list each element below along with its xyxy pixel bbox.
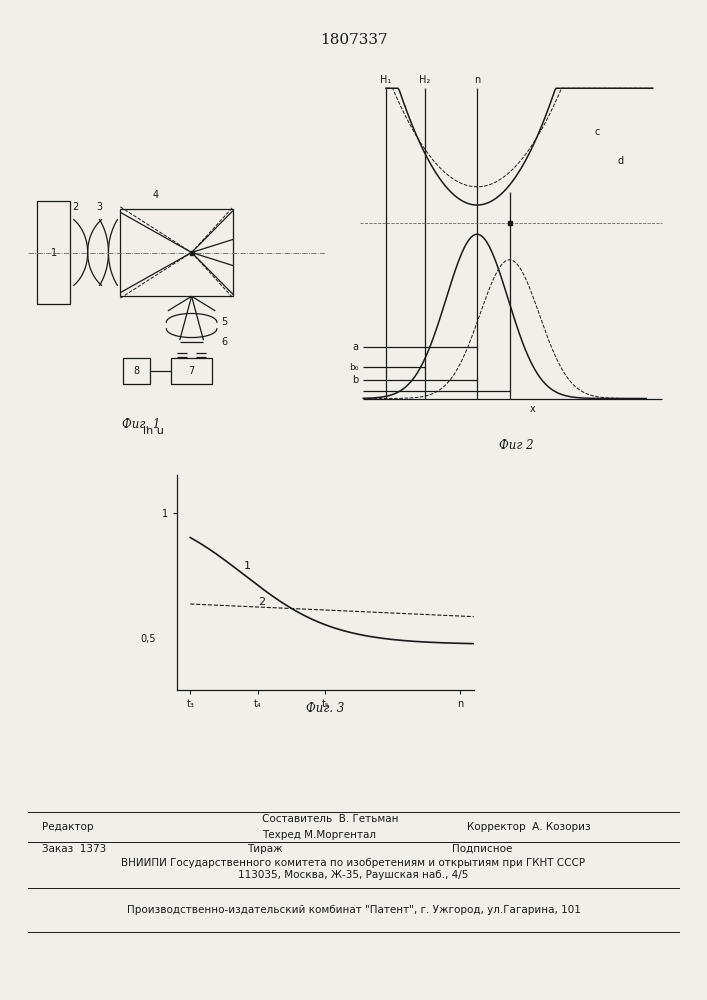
Text: Фиг. 3: Фиг. 3 [306,702,344,715]
Text: 2: 2 [258,597,265,607]
Text: Фиг 2: Фиг 2 [499,439,533,452]
Text: 1: 1 [50,247,57,257]
Text: a: a [352,342,358,352]
Text: b: b [352,375,358,385]
Text: 4: 4 [153,190,159,200]
Text: 7: 7 [189,366,194,376]
Text: 1807337: 1807337 [320,33,387,47]
Text: H₂: H₂ [419,75,431,85]
Text: x: x [530,404,535,414]
Text: d: d [617,156,624,166]
Text: Заказ  1373: Заказ 1373 [42,844,107,854]
Text: Тираж: Тираж [247,844,283,854]
Text: 1: 1 [244,561,251,571]
Text: 113035, Москва, Ж-35, Раушская наб., 4/5: 113035, Москва, Ж-35, Раушская наб., 4/5 [238,870,469,880]
Text: Корректор  А. Козориз: Корректор А. Козориз [467,822,590,832]
Text: c: c [595,127,600,137]
Bar [123,358,150,384]
Text: 5: 5 [221,317,228,327]
Text: Производственно-издательский комбинат "Патент", г. Ужгород, ул.Гагарина, 101: Производственно-издательский комбинат "П… [127,905,580,915]
Text: 3: 3 [96,202,103,212]
Text: ln u: ln u [143,426,163,436]
Text: ВНИИПИ Государственного комитета по изобретениям и открытиям при ГКНТ СССР: ВНИИПИ Государственного комитета по изоб… [122,858,585,868]
Bar [120,209,233,296]
Text: 8: 8 [134,366,140,376]
Text: Техред М.Моргентал: Техред М.Моргентал [262,830,375,840]
Text: Редактор: Редактор [42,822,94,832]
Text: 2: 2 [73,202,79,212]
Text: H₁: H₁ [380,75,392,85]
Text: n: n [474,75,480,85]
Bar [37,201,70,304]
Text: b₀: b₀ [349,363,358,372]
Bar [171,358,212,384]
Text: 0,5: 0,5 [141,634,156,644]
Text: Составитель  В. Гетьман: Составитель В. Гетьман [262,814,398,824]
Text: Подписное: Подписное [452,844,513,854]
Text: Фиг. 1: Фиг. 1 [122,418,160,431]
Text: 6: 6 [221,337,228,347]
